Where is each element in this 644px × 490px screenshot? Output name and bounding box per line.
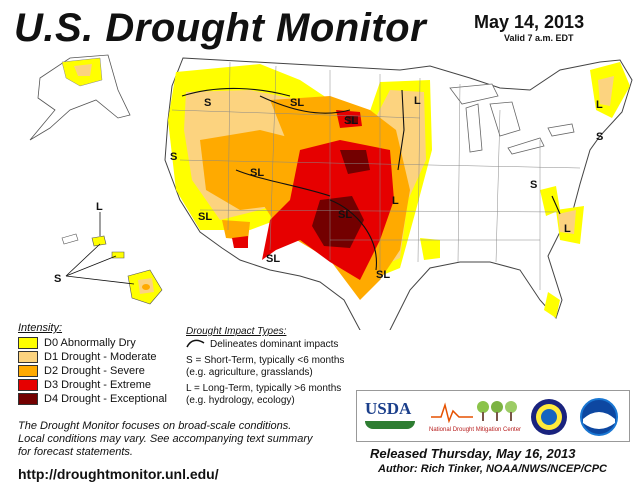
release-date: Released Thursday, May 16, 2013 [370, 446, 576, 461]
legend-swatch [18, 365, 38, 378]
usda-logo: USDA [365, 399, 412, 418]
impact-label: S [54, 273, 61, 285]
note-line: Local conditions may vary. See accompany… [18, 433, 313, 445]
impact-long-term-example: (e.g. hydrology, ecology) [186, 395, 295, 406]
impact-label: SL [344, 115, 358, 127]
impact-label: L [564, 223, 571, 235]
legend-item-d1: D1 Drought - Moderate [18, 351, 157, 364]
impact-short-term-example: (e.g. agriculture, grasslands) [186, 367, 313, 378]
drought-map: S S SL SL SL SL SL SL SL L L S L S L L S [29, 54, 633, 330]
disclaimer-note: The Drought Monitor focuses on broad-sca… [18, 420, 312, 459]
legend-label: D3 Drought - Extreme [44, 379, 151, 391]
ndmc-logo-text: National Drought Mitigation Center [429, 427, 521, 433]
impact-delineates: Delineates dominant impacts [210, 339, 339, 350]
legend-label: D4 Drought - Exceptional [44, 393, 167, 405]
legend-item-d3: D3 Drought - Extreme [18, 379, 151, 392]
impact-label: L [392, 195, 399, 207]
noaa-logo-icon [580, 398, 618, 436]
impact-label: SL [266, 253, 280, 265]
note-line: for forecast statements. [18, 446, 133, 458]
logos-panel: USDA National Drought Mitigation Center [356, 390, 630, 442]
author: Author: Rich Tinker, NOAA/NWS/NCEP/CPC [378, 463, 607, 475]
d4-areas [312, 116, 370, 248]
ndmc-logo-line2: Drought Mitigation Center [452, 427, 522, 433]
note-line: The Drought Monitor focuses on broad-sca… [18, 420, 292, 432]
impact-long-term: L = Long-Term, typically >6 months [186, 383, 342, 394]
impact-label: L [96, 201, 103, 213]
valid-time: Valid 7 a.m. EDT [504, 33, 574, 43]
impact-label: SL [290, 97, 304, 109]
hawaii [61, 233, 163, 305]
legend-label: D1 Drought - Moderate [44, 351, 157, 363]
legend-label: D0 Abnormally Dry [44, 337, 136, 349]
ndmc-logo-line1: National [429, 427, 452, 433]
legend-label: D2 Drought - Severe [44, 365, 145, 377]
map-date: May 14, 2013 [474, 12, 585, 32]
impact-types-title: Drought Impact Types: [186, 326, 287, 337]
impact-label: L [596, 99, 603, 111]
state-lines [171, 61, 581, 290]
impact-label: SL [250, 167, 264, 179]
impact-delineation-lines [181, 87, 561, 271]
impact-label: SL [376, 269, 390, 281]
page-title: U.S. Drought Monitor [14, 6, 427, 50]
impact-label: S [204, 97, 211, 109]
alaska [29, 54, 131, 141]
legend-item-d2: D2 Drought - Severe [18, 365, 145, 378]
impact-label: S [596, 131, 603, 143]
impact-label: L [414, 95, 421, 107]
legend-item-d0: D0 Abnormally Dry [18, 337, 136, 350]
hawaii-pointers [65, 212, 135, 285]
impact-label: S [170, 151, 177, 163]
legend-title: Intensity: [18, 322, 63, 334]
impact-label: S [530, 179, 537, 191]
impact-short-term: S = Short-Term, typically <6 months [186, 355, 345, 366]
legend-item-d4: D4 Drought - Exceptional [18, 393, 167, 406]
delineation-line-icon [186, 339, 205, 348]
great-lakes [449, 83, 575, 155]
legend-swatch [18, 351, 38, 364]
usda-logo-mark [365, 421, 415, 429]
ndmc-logo-icon [431, 401, 517, 423]
legend-swatch [18, 393, 38, 406]
commerce-seal-icon [531, 399, 567, 435]
website-link[interactable]: http://droughtmonitor.unl.edu/ [18, 466, 219, 482]
legend-swatch [18, 337, 38, 350]
impact-label: SL [198, 211, 212, 223]
legend-swatch [18, 379, 38, 392]
impact-label: SL [338, 209, 352, 221]
